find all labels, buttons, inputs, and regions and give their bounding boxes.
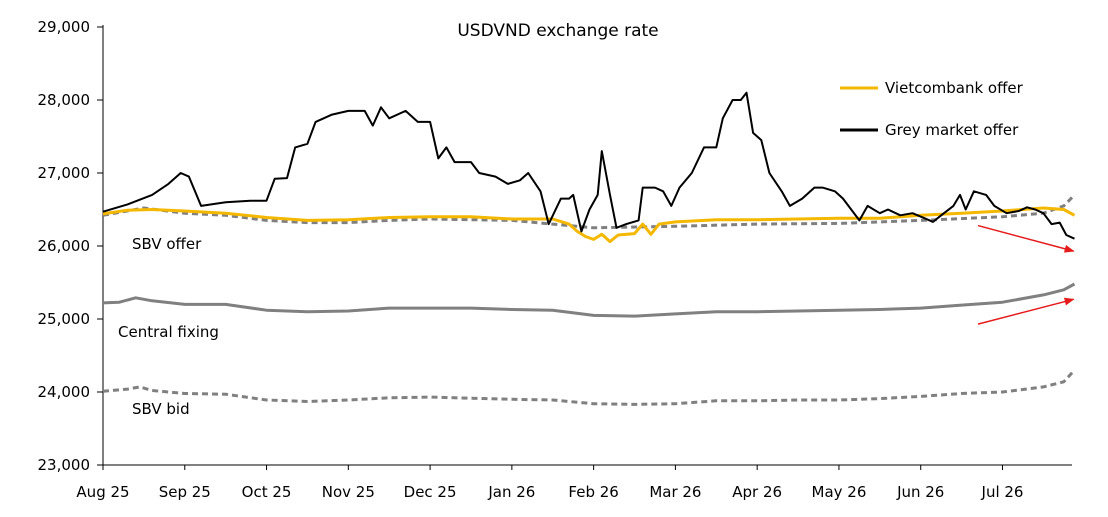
x-tick-label: Jan 26: [487, 483, 535, 501]
x-tick-label: Apr 26: [732, 483, 782, 501]
x-tick-label: Nov 25: [322, 483, 375, 501]
series-line-sbv-bid: [102, 369, 1076, 406]
series-line-central-fixing: [102, 282, 1076, 318]
x-tick-label: Sep 25: [159, 483, 211, 501]
x-tick-label: Mar 26: [649, 483, 701, 501]
y-tick-label: 28,000: [38, 91, 91, 109]
arrow-layer: [977, 224, 1075, 325]
annotation-sbv-bid: SBV bid: [132, 400, 190, 418]
series-line-vietcombank-offer: [102, 206, 1076, 244]
y-tick-label: 26,000: [38, 237, 91, 255]
chart-title: USDVND exchange rate: [457, 21, 658, 41]
legend: Vietcombank offer Grey market offer: [840, 79, 1024, 139]
x-tick-label: Aug 25: [76, 483, 129, 501]
series-line-grey-market-offer: [102, 91, 1075, 240]
x-ticks: Aug 25 Sep 25 Oct 25 Nov 25 Dec 25 Jan 26 Feb …: [76, 465, 1023, 501]
x-tick-label: Dec 25: [404, 483, 457, 501]
y-tick-label: 23,000: [38, 456, 91, 474]
legend-label-grey-market: Grey market offer: [885, 121, 1019, 139]
x-tick-label: Feb 26: [568, 483, 618, 501]
y-ticks: 23,000 24,000 25,000 26,000 27,000 28,000 29,0…: [38, 18, 103, 474]
x-tick-label: Jul 26: [981, 483, 1024, 501]
x-tick-label: May 26: [812, 483, 867, 501]
y-tick-label: 24,000: [38, 383, 91, 401]
trend-arrow: [977, 297, 1075, 325]
annotations: SBV offer Central fixing SBV bid: [118, 235, 219, 418]
x-tick-label: Jun 26: [896, 483, 944, 501]
x-tick-label: Oct 25: [242, 483, 292, 501]
trend-arrow: [977, 224, 1075, 253]
y-tick-label: 25,000: [38, 310, 91, 328]
annotation-central-fixing: Central fixing: [118, 323, 219, 341]
legend-label-vietcombank: Vietcombank offer: [885, 79, 1024, 97]
y-tick-label: 29,000: [38, 18, 91, 36]
y-tick-label: 27,000: [38, 164, 91, 182]
annotation-sbv-offer: SBV offer: [132, 235, 202, 253]
series-layer: [102, 91, 1076, 406]
